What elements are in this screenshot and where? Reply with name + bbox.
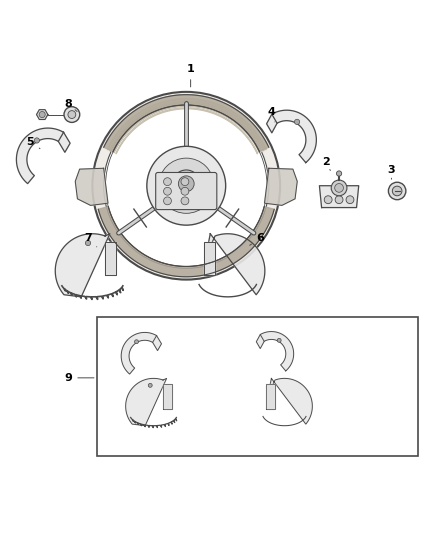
Text: 3: 3 — [388, 165, 395, 179]
Circle shape — [277, 338, 281, 342]
Circle shape — [294, 119, 300, 125]
Circle shape — [68, 111, 76, 118]
Text: 1: 1 — [187, 64, 194, 87]
Polygon shape — [126, 378, 166, 426]
Polygon shape — [55, 234, 110, 297]
Text: 8: 8 — [64, 99, 77, 111]
FancyBboxPatch shape — [155, 173, 217, 209]
Circle shape — [85, 240, 91, 246]
Text: 7: 7 — [84, 233, 97, 247]
Circle shape — [331, 180, 347, 196]
Polygon shape — [163, 384, 172, 409]
Circle shape — [335, 196, 343, 204]
Polygon shape — [268, 378, 312, 424]
Circle shape — [178, 176, 194, 192]
Circle shape — [104, 103, 269, 268]
Circle shape — [34, 138, 39, 143]
Circle shape — [64, 107, 80, 123]
Circle shape — [181, 197, 189, 205]
Polygon shape — [106, 242, 117, 275]
Circle shape — [389, 182, 406, 200]
Circle shape — [181, 187, 189, 195]
Polygon shape — [266, 384, 275, 409]
Polygon shape — [260, 332, 293, 371]
Polygon shape — [36, 110, 48, 119]
Text: 4: 4 — [268, 107, 276, 122]
Bar — [97, 317, 418, 456]
Circle shape — [346, 196, 354, 204]
Polygon shape — [256, 335, 264, 349]
Polygon shape — [204, 242, 215, 275]
Circle shape — [173, 170, 200, 198]
Polygon shape — [104, 95, 269, 151]
Circle shape — [147, 146, 226, 225]
Text: 2: 2 — [322, 157, 330, 171]
Circle shape — [163, 177, 171, 185]
Text: 6: 6 — [250, 233, 265, 245]
Circle shape — [163, 197, 171, 205]
Polygon shape — [121, 333, 156, 374]
Circle shape — [335, 183, 343, 192]
Polygon shape — [16, 128, 64, 183]
Text: 5: 5 — [27, 137, 40, 149]
Text: 9: 9 — [64, 373, 94, 383]
Circle shape — [181, 177, 189, 185]
Polygon shape — [267, 114, 277, 133]
Polygon shape — [272, 110, 316, 163]
Circle shape — [148, 383, 152, 387]
Polygon shape — [75, 168, 108, 205]
Polygon shape — [98, 207, 274, 277]
Circle shape — [159, 158, 214, 213]
Circle shape — [392, 186, 402, 196]
Polygon shape — [152, 336, 162, 351]
Circle shape — [134, 340, 138, 344]
Circle shape — [39, 111, 45, 118]
Circle shape — [163, 187, 171, 195]
Polygon shape — [206, 234, 265, 295]
Circle shape — [336, 171, 342, 176]
Polygon shape — [265, 168, 297, 205]
Circle shape — [92, 92, 280, 280]
Polygon shape — [58, 132, 70, 152]
Polygon shape — [319, 185, 359, 207]
Circle shape — [324, 196, 332, 204]
